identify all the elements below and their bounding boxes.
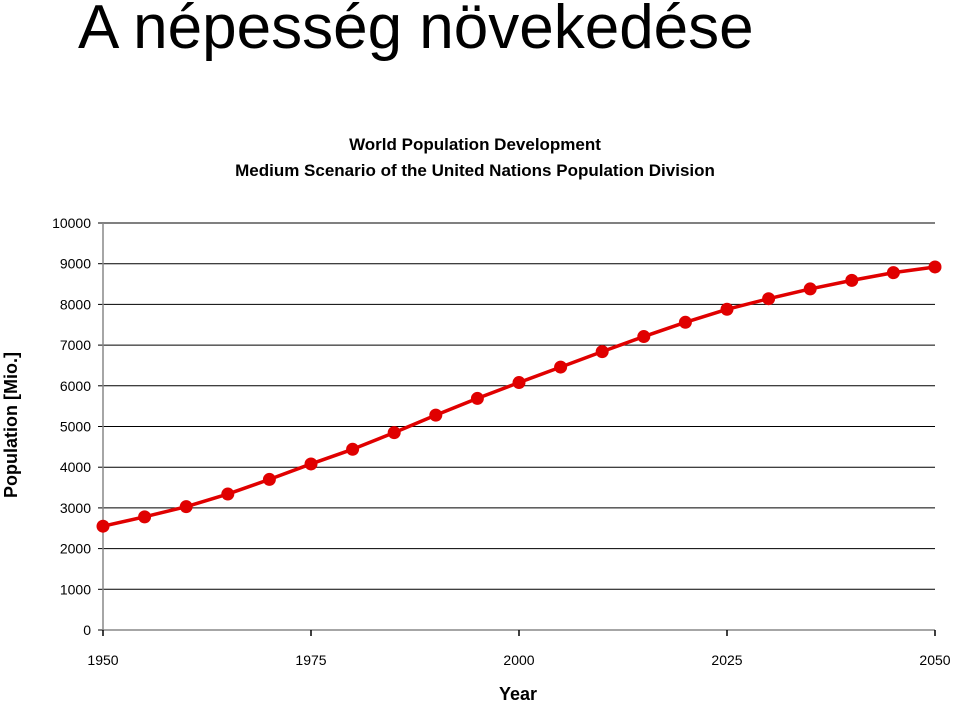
axes [98,222,936,636]
x-tick-label: 2025 [711,652,742,668]
data-point [262,472,276,486]
data-point [429,408,443,422]
data-point [179,500,193,514]
x-tick-label: 2050 [919,652,950,668]
data-point [595,345,609,359]
data-point [96,519,110,533]
data-point [637,330,651,344]
y-axis-title: Population [Mio.] [1,352,21,498]
data-point [221,487,235,501]
data-point [678,315,692,329]
chart-subtitle: Medium Scenario of the United Nations Po… [235,161,715,180]
slide-title: A népesség növekedése [78,0,754,62]
data-point [845,273,859,287]
series-line [102,265,936,528]
y-tick-label: 4000 [60,459,91,475]
y-tick-label: 10000 [52,215,91,231]
y-tick-label: 9000 [60,256,91,272]
x-tick-label: 2000 [503,652,534,668]
data-point [512,376,526,390]
x-axis-title: Year [499,684,537,703]
data-point [387,426,401,440]
data-point [346,442,360,456]
x-tick-label: 1950 [87,652,118,668]
grid-lines [103,222,935,590]
y-tick-label: 8000 [60,296,91,312]
series-layer [96,260,942,533]
tick-labels: 0 1000 2000 3000 4000 5000 6000 7000 8000 9000 100… [52,215,951,668]
y-tick-label: 7000 [60,337,91,353]
data-point [803,282,817,296]
chart-title: World Population Development [349,135,601,154]
data-point [928,260,942,274]
data-point [304,457,318,471]
y-tick-label: 1000 [60,581,91,597]
y-tick-label: 5000 [60,419,91,435]
data-point [470,391,484,405]
data-point [886,266,900,280]
data-point [554,360,568,374]
y-tick-label: 0 [83,622,91,638]
data-point [720,302,734,316]
y-tick-label: 2000 [60,541,91,557]
x-tick-label: 1975 [295,652,326,668]
y-tick-label: 6000 [60,378,91,394]
data-point [138,510,152,524]
y-tick-label: 3000 [60,500,91,516]
data-point [762,292,776,306]
